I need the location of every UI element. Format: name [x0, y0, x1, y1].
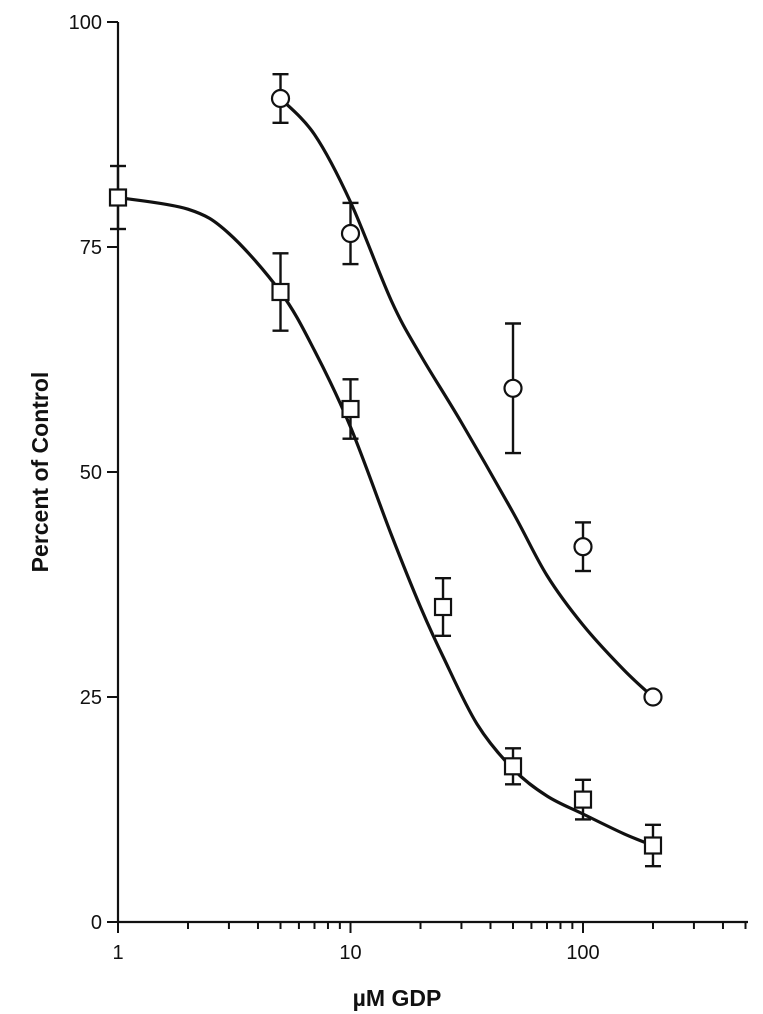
circle-marker — [340, 223, 361, 244]
circle-marker — [503, 378, 523, 398]
circle-marker — [643, 687, 663, 707]
square-marker — [433, 597, 453, 617]
circle-marker — [573, 537, 593, 557]
fit-curves — [117, 97, 655, 847]
y-axis-ticks: 0 25 50 75 100 — [69, 12, 118, 934]
data-markers — [108, 88, 663, 855]
fit-curve-square — [117, 195, 654, 847]
error-bars — [110, 72, 661, 868]
y-tick-label: 100 — [69, 12, 102, 34]
circle-marker — [270, 88, 291, 109]
y-tick-label: 50 — [80, 462, 102, 484]
y-tick-label: 0 — [91, 912, 102, 934]
x-axis-ticks: 1 10 100 — [112, 922, 747, 964]
square-marker — [573, 790, 593, 809]
square-marker — [643, 836, 663, 855]
square-marker — [503, 757, 523, 776]
y-tick-label: 25 — [80, 687, 102, 709]
fit-curve-circle — [279, 97, 655, 699]
y-axis-title: Percent of Control — [27, 372, 53, 573]
square-marker — [108, 188, 128, 207]
x-tick-label: 100 — [566, 942, 599, 964]
x-tick-label: 1 — [112, 942, 123, 964]
x-tick-label: 10 — [339, 942, 361, 964]
y-tick-label: 75 — [80, 237, 102, 259]
square-marker — [271, 282, 290, 302]
square-marker — [341, 399, 360, 419]
x-axis-title: µM GDP — [353, 985, 442, 1011]
axes: 1 10 100 0 25 50 75 100 — [69, 12, 748, 964]
